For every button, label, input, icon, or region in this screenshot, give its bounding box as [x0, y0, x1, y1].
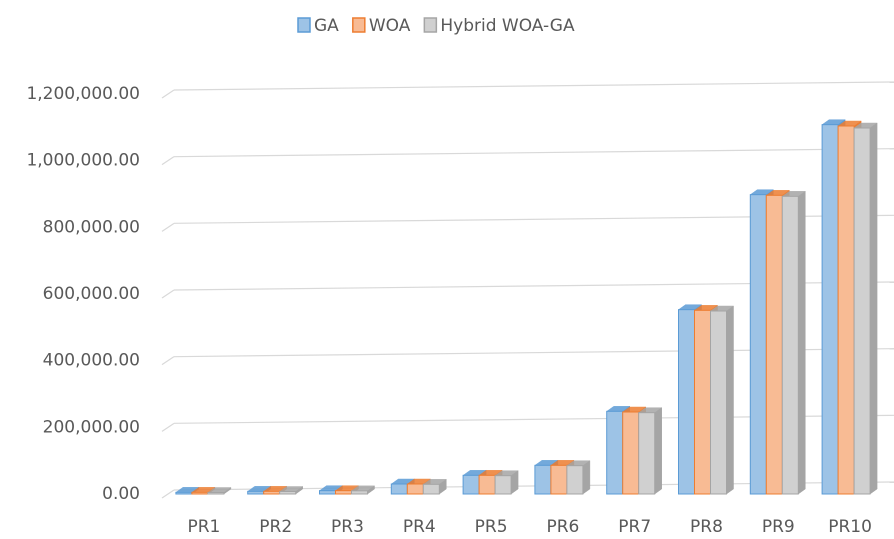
grid-line [161, 289, 175, 299]
bar-side [798, 190, 806, 495]
grid-line [173, 81, 894, 91]
x-tick-label: PR6 [546, 517, 579, 537]
bar-side [654, 407, 662, 495]
bar [390, 483, 408, 495]
bar-side [582, 460, 591, 495]
bar [462, 474, 480, 495]
bar [263, 490, 281, 495]
bar [335, 490, 352, 495]
bar [710, 310, 727, 495]
legend-label: Hybrid WOA-GA [440, 16, 575, 36]
legend-label: GA [314, 16, 339, 36]
x-tick-label: PR5 [475, 517, 508, 537]
grid-line [161, 422, 175, 432]
bar [638, 412, 656, 495]
x-tick-label: PR4 [403, 517, 436, 537]
bar [749, 194, 767, 495]
bar [694, 309, 711, 495]
bar [534, 464, 552, 495]
grid-line [161, 356, 175, 366]
grid-line [161, 156, 175, 166]
y-tick-label: 800,000.00 [43, 217, 140, 237]
x-tick-label: PR9 [762, 517, 795, 537]
bar [478, 474, 496, 495]
bar [837, 125, 855, 495]
bar [550, 464, 568, 495]
x-tick-label: PR10 [828, 517, 872, 537]
legend-item: GA [297, 16, 339, 36]
bar [422, 483, 440, 495]
legend-label: WOA [369, 16, 411, 36]
bar-side [726, 305, 734, 495]
bar [247, 490, 265, 495]
y-tick-label: 1,200,000.00 [26, 84, 140, 104]
legend-swatch [297, 17, 311, 33]
grid-line [173, 148, 894, 158]
legend-item: WOA [352, 16, 411, 36]
bar [821, 124, 839, 495]
bar [622, 411, 640, 495]
bar [319, 490, 336, 495]
bar [175, 491, 193, 495]
y-tick-label: 600,000.00 [43, 284, 140, 304]
bar [207, 492, 225, 495]
legend-swatch [423, 17, 438, 33]
grid-line [161, 89, 175, 99]
bar [494, 475, 512, 495]
legend-item: Hybrid WOA-GA [423, 16, 575, 36]
grid-line [161, 222, 175, 232]
bar [606, 410, 624, 495]
bar-side [869, 122, 878, 495]
y-tick-label: 400,000.00 [43, 351, 140, 371]
bar [279, 491, 297, 495]
y-tick-label: 200,000.00 [43, 417, 140, 437]
bar [678, 309, 695, 495]
x-tick-label: PR7 [618, 517, 651, 537]
bar [765, 194, 783, 495]
bar [406, 483, 424, 495]
bar [351, 490, 368, 495]
x-tick-label: PR1 [187, 517, 220, 537]
legend-swatch [352, 17, 366, 33]
x-tick-label: PR8 [690, 517, 723, 537]
bar [566, 465, 584, 495]
y-tick-label: 0.00 [102, 484, 140, 504]
x-tick-label: PR3 [331, 517, 364, 537]
y-tick-label: 1,000,000.00 [26, 151, 140, 171]
grid-line [161, 489, 175, 499]
bar [781, 195, 799, 495]
bar [853, 127, 871, 495]
x-tick-label: PR2 [259, 517, 292, 537]
bar [191, 491, 209, 495]
